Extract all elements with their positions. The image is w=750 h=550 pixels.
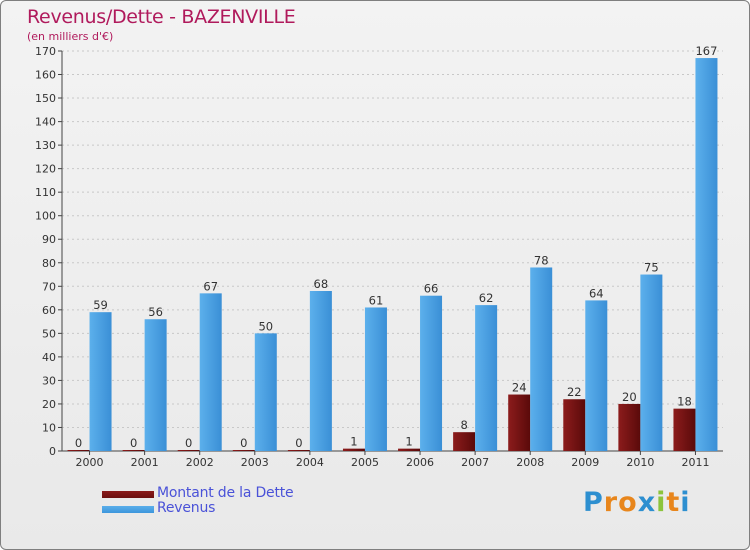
logo-letter: i — [656, 487, 667, 518]
value-label-revenus: 59 — [93, 298, 108, 312]
legend-label-dette: Montant de la Dette — [157, 485, 294, 501]
bar-dette — [563, 399, 586, 451]
x-tick-label: 2007 — [461, 456, 489, 469]
value-label-dette: 0 — [295, 436, 302, 450]
x-tick-label: 2001 — [131, 456, 159, 469]
value-label-dette: 24 — [512, 381, 527, 395]
bar-dette — [508, 394, 531, 451]
logo-letter: x — [637, 487, 657, 518]
value-label-revenus: 66 — [424, 282, 439, 296]
y-tick-label: 130 — [35, 139, 56, 152]
chart-subtitle: (en milliers d'€) — [27, 30, 114, 43]
y-tick-label: 90 — [42, 233, 56, 246]
chart-title: Revenus/Dette - BAZENVILLE — [27, 6, 296, 28]
value-label-revenus: 62 — [479, 291, 494, 305]
bar-dette — [453, 432, 476, 451]
value-label-revenus: 78 — [534, 253, 549, 267]
value-label-revenus: 68 — [314, 277, 329, 291]
value-label-revenus: 167 — [695, 44, 717, 58]
bar-revenus — [640, 274, 663, 451]
y-tick-label: 150 — [35, 92, 56, 105]
bar-revenus — [420, 295, 443, 451]
logo-letter: r — [603, 487, 619, 518]
value-label-revenus: 61 — [369, 293, 384, 307]
legend-swatch-revenus — [102, 506, 154, 513]
bar-dette — [618, 403, 641, 451]
bar-revenus — [254, 333, 277, 451]
bars — [67, 58, 718, 451]
axes: 0102030405060708090100110120130140150160… — [35, 45, 723, 469]
y-tick-label: 0 — [49, 445, 56, 458]
bar-dette — [122, 450, 145, 451]
logo-letter: t — [666, 487, 681, 518]
logo-letter: i — [680, 487, 691, 518]
y-tick-label: 80 — [42, 257, 56, 270]
x-tick-label: 2005 — [351, 456, 379, 469]
bar-revenus — [309, 291, 332, 451]
bar-revenus — [530, 267, 553, 451]
y-tick-label: 10 — [42, 421, 56, 434]
y-tick-label: 110 — [35, 186, 56, 199]
y-tick-label: 30 — [42, 374, 56, 387]
y-tick-label: 140 — [35, 116, 56, 129]
bar-revenus — [89, 312, 112, 451]
value-label-dette: 0 — [75, 436, 82, 450]
y-tick-label: 160 — [35, 69, 56, 82]
y-tick-label: 100 — [35, 210, 56, 223]
value-label-dette: 1 — [405, 435, 412, 449]
x-tick-label: 2011 — [681, 456, 709, 469]
value-label-revenus: 67 — [203, 279, 218, 293]
bar-dette — [673, 408, 696, 451]
value-label-dette: 0 — [130, 436, 137, 450]
value-label-revenus: 75 — [644, 261, 659, 275]
value-label-dette: 1 — [350, 435, 357, 449]
y-tick-label: 170 — [35, 45, 56, 58]
y-tick-label: 60 — [42, 304, 56, 317]
bar-dette — [232, 450, 255, 451]
x-tick-label: 2010 — [626, 456, 654, 469]
x-tick-label: 2002 — [186, 456, 214, 469]
y-tick-label: 50 — [42, 327, 56, 340]
x-tick-label: 2000 — [76, 456, 104, 469]
value-label-dette: 22 — [567, 385, 582, 399]
value-label-dette: 8 — [460, 418, 467, 432]
logo-letter: o — [618, 487, 638, 518]
y-tick-label: 70 — [42, 280, 56, 293]
value-label-revenus: 50 — [258, 319, 273, 333]
x-tick-label: 2009 — [571, 456, 599, 469]
value-label-revenus: 64 — [589, 286, 604, 300]
value-label-dette: 0 — [240, 436, 247, 450]
bar-revenus — [585, 300, 608, 451]
bar-revenus — [475, 305, 498, 451]
bar-dette — [67, 450, 90, 451]
legend-label-revenus: Revenus — [157, 500, 216, 516]
bar-revenus — [144, 319, 167, 451]
y-tick-label: 120 — [35, 163, 56, 176]
proxiti-logo: Proxiti — [583, 487, 691, 518]
bar-revenus — [364, 307, 387, 451]
value-label-revenus: 56 — [148, 305, 163, 319]
x-tick-label: 2004 — [296, 456, 324, 469]
y-tick-label: 20 — [42, 398, 56, 411]
value-label-dette: 0 — [185, 436, 192, 450]
value-label-dette: 18 — [677, 395, 692, 409]
value-label-dette: 20 — [622, 390, 637, 404]
grid — [62, 50, 723, 452]
legend-swatch-dette — [102, 491, 154, 498]
x-tick-label: 2003 — [241, 456, 269, 469]
bar-dette — [177, 450, 200, 451]
bar-dette — [398, 448, 421, 451]
bar-dette — [287, 450, 310, 451]
x-tick-label: 2006 — [406, 456, 434, 469]
x-tick-label: 2008 — [516, 456, 544, 469]
bar-revenus — [695, 58, 718, 451]
y-tick-label: 40 — [42, 351, 56, 364]
bar-dette — [342, 448, 365, 451]
logo-letter: P — [583, 487, 604, 518]
bar-revenus — [199, 293, 222, 451]
bar-chart: 0102030405060708090100110120130140150160… — [35, 44, 723, 469]
